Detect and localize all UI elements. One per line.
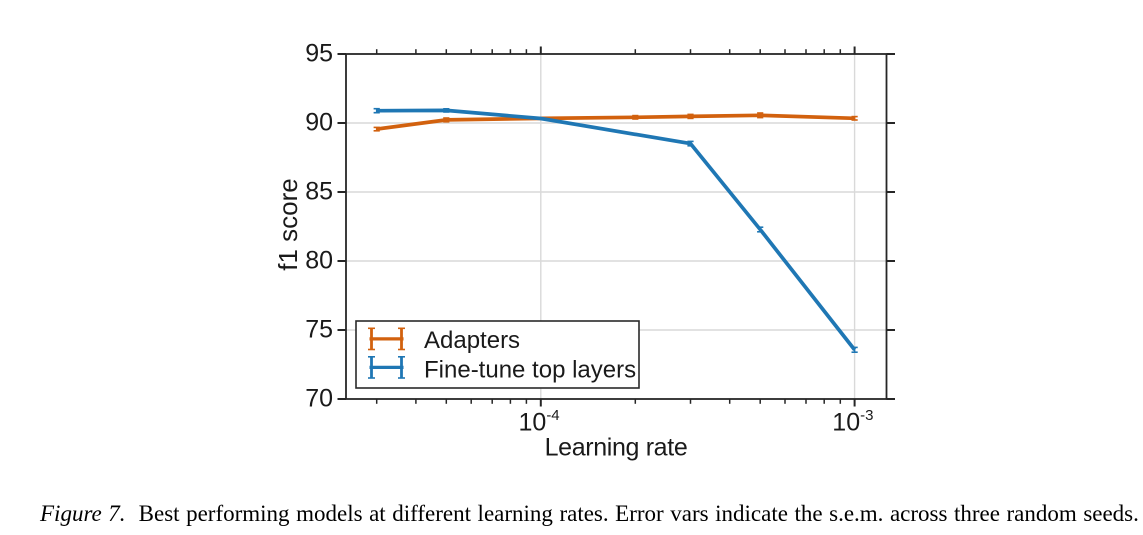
svg-text:75: 75 [305,316,333,344]
svg-text:95: 95 [305,40,333,68]
svg-text:Adapters: Adapters [424,327,520,354]
svg-text:80: 80 [305,247,333,275]
svg-text:10-3: 10-3 [832,407,873,437]
svg-text:Learning rate: Learning rate [545,434,688,462]
svg-text:70: 70 [305,385,333,413]
svg-text:f1 score: f1 score [273,178,303,271]
svg-text:10-4: 10-4 [519,407,560,437]
svg-text:85: 85 [305,178,333,206]
svg-text:Fine-tune top layers: Fine-tune top layers [424,357,636,384]
svg-text:90: 90 [305,109,333,137]
